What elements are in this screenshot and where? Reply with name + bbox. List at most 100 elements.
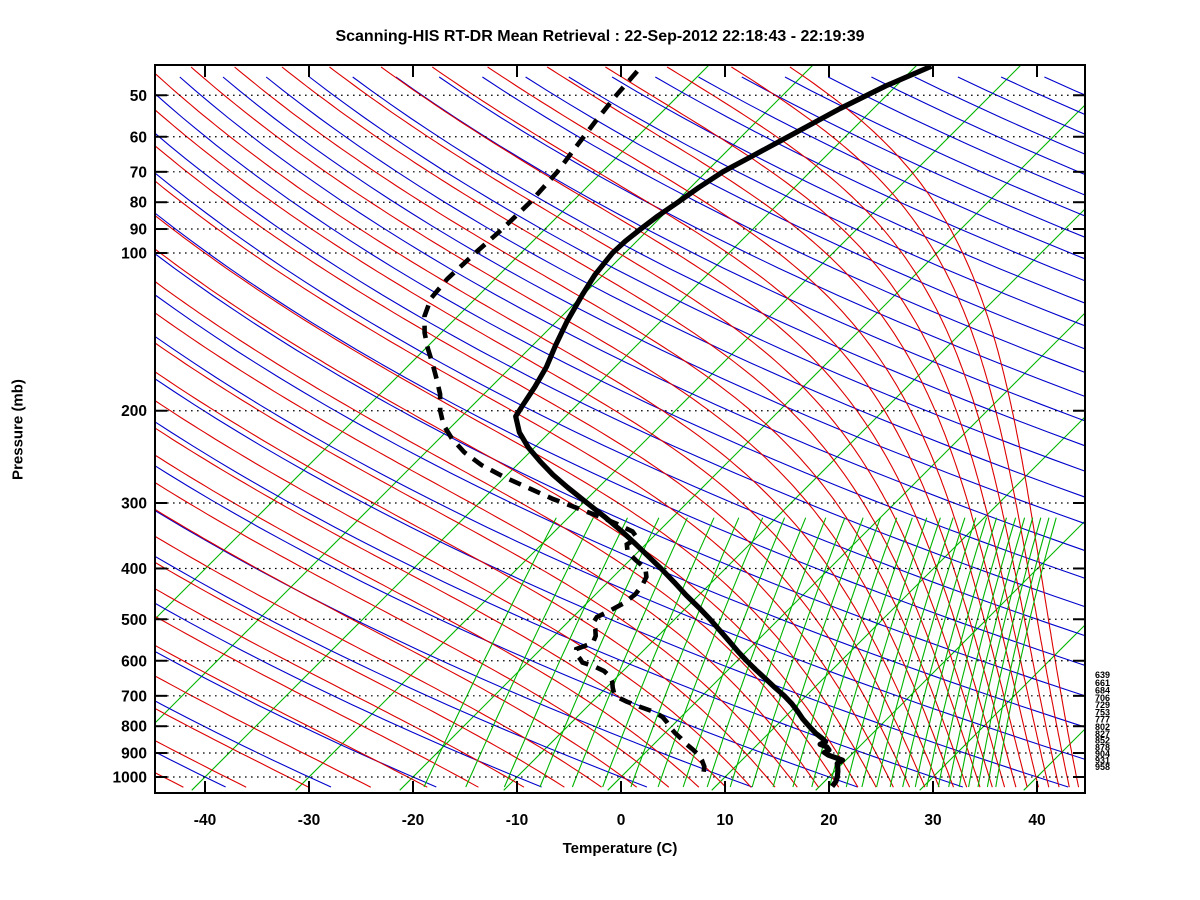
right-pressure-label: 661	[1095, 678, 1110, 688]
y-tick-label: 1000	[113, 770, 147, 787]
moist-adiabat-line	[789, 66, 1080, 788]
dry-adiabat-line	[155, 172, 1085, 637]
right-pressure-label: 729	[1095, 700, 1110, 710]
y-axis-title: Pressure (mb)	[9, 379, 27, 480]
dry-adiabat-line	[155, 465, 858, 788]
x-tick-label: 0	[617, 812, 626, 829]
moist-adiabat-line	[155, 214, 877, 788]
y-tick-label: 700	[121, 688, 147, 705]
x-tick-label: 30	[924, 812, 941, 829]
moist-adiabat-line	[155, 644, 428, 788]
right-pressure-label: 639	[1095, 670, 1110, 680]
mixing-ratio-line	[539, 517, 660, 788]
x-tick-labels: -40 -30 -20 -10 0 10 20 30 40	[194, 812, 1046, 829]
moist-adiabat-line	[155, 72, 940, 788]
dry-adiabat-line	[784, 76, 1085, 217]
dry-adiabat-line	[155, 335, 1085, 760]
x-tick-label: -30	[298, 812, 320, 829]
y-tick-label: 600	[121, 653, 147, 670]
moist-adiabat-line	[155, 561, 565, 788]
isotherm-line	[919, 624, 1085, 791]
mixing-ratio-line	[811, 517, 898, 788]
dry-adiabat-line	[155, 378, 1069, 788]
moist-adiabat-line	[731, 66, 1070, 788]
moist-adiabat-line	[155, 588, 525, 788]
right-pressure-label: 958	[1095, 762, 1110, 772]
moist-adiabat-line	[155, 740, 247, 788]
dry-adiabat-line	[265, 76, 1085, 498]
right-pressure-label: 931	[1095, 756, 1110, 766]
moist-adiabat-line	[155, 180, 894, 788]
mixing-ratio-line	[937, 517, 1008, 788]
dry-adiabat-line	[179, 76, 1085, 552]
moist-adiabat-line	[155, 280, 840, 788]
isotherm-line	[711, 416, 1085, 791]
dry-adiabat-line	[309, 76, 1085, 472]
moist-adiabat-line	[380, 66, 1006, 788]
moist-adiabat-line	[155, 615, 479, 788]
mixing-ratio-line	[986, 517, 1050, 788]
dry-adiabat-line	[352, 76, 1085, 447]
moist-adiabat-line	[487, 66, 1028, 788]
y-tick-label: 60	[130, 129, 147, 146]
right-pressure-label: 827	[1095, 729, 1110, 739]
y-tick-label: 400	[121, 561, 147, 578]
x-tick-label: 10	[716, 812, 733, 829]
mixing-ratio-line	[706, 517, 807, 788]
right-pressure-labels: 6396616847067297537778028278528789049319…	[1095, 670, 1110, 772]
mixing-ratio-line	[968, 517, 1034, 788]
right-pressure-label: 904	[1095, 749, 1110, 759]
isotherm-lines	[155, 65, 1085, 791]
right-pressure-label: 852	[1095, 736, 1110, 746]
y-tick-labels: 50 60 70 80 90 100 200 300 400 500 600 700 800 900 100…	[113, 88, 147, 787]
moist-adiabat-line	[155, 342, 798, 788]
mixing-ratio-line	[772, 517, 864, 788]
dry-adiabat-line	[155, 650, 437, 788]
x-axis-title: Temperature (C)	[562, 840, 678, 857]
dry-adiabat-line	[655, 76, 1085, 282]
dry-adiabat-line	[1044, 76, 1085, 96]
plot-area	[155, 65, 1085, 791]
mixing-ratio-line	[914, 517, 988, 788]
mixing-ratio-lines	[423, 517, 1057, 788]
y-tick-label: 90	[130, 222, 147, 239]
dry-adiabat-line	[155, 555, 648, 788]
isotherm-line	[155, 65, 814, 724]
dry-adiabat-line	[741, 76, 1085, 238]
x-tick-label: 20	[820, 812, 837, 829]
right-pressure-label: 753	[1095, 707, 1110, 717]
dry-adiabat-line	[155, 602, 542, 788]
dry-adiabat-line	[568, 76, 1085, 327]
moist-adiabat-line	[234, 66, 968, 788]
mixing-ratio-line	[503, 517, 628, 788]
isotherm-line	[607, 312, 1085, 791]
y-tick-label: 500	[121, 612, 147, 629]
dry-adiabat-line	[698, 76, 1085, 260]
moist-adiabat-line	[155, 427, 727, 788]
moist-adiabat-line	[431, 66, 1017, 788]
pressure-gridlines	[155, 94, 1085, 778]
moist-adiabat-line	[605, 66, 1050, 788]
dry-adiabat-line	[155, 700, 332, 788]
x-tick-label: -20	[402, 812, 424, 829]
right-pressure-label: 684	[1095, 686, 1110, 696]
moist-adiabat-line	[155, 399, 752, 788]
dry-adiabat-line	[525, 76, 1085, 350]
moist-adiabat-line	[155, 481, 670, 788]
isotherm-line	[155, 65, 710, 620]
mixing-ratio-line	[889, 517, 966, 788]
mixing-ratio-line	[861, 517, 941, 788]
dry-adiabat-line	[155, 93, 1085, 579]
mixing-ratio-line	[902, 517, 977, 788]
mixing-ratio-line	[751, 517, 846, 788]
moist-adiabat-line	[155, 675, 372, 788]
right-pressure-label: 878	[1095, 742, 1110, 752]
mixing-ratio-line	[682, 517, 786, 788]
dew-point-curve	[422, 69, 707, 780]
mixing-ratio-line	[630, 517, 740, 788]
mixing-ratio-line	[465, 517, 594, 788]
dry-adiabat-line	[438, 76, 1085, 397]
right-pressure-label: 777	[1095, 715, 1110, 725]
chart-title: Scanning-HIS RT-DR Mean Retrieval : 22-S…	[335, 28, 865, 45]
